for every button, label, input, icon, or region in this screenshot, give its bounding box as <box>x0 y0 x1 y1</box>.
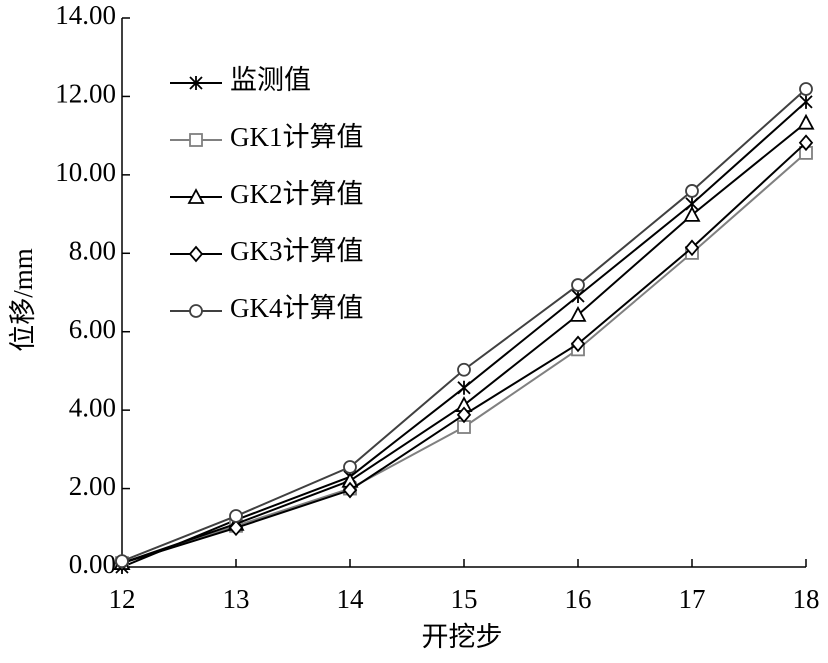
x-tick-label: 12 <box>109 584 136 614</box>
marker-diamond <box>342 481 358 499</box>
marker-circle <box>115 554 129 569</box>
marker-circle <box>343 460 357 474</box>
y-tick-label: 0.00 <box>69 549 116 579</box>
series-line <box>121 88 807 563</box>
marker-circle <box>685 184 699 198</box>
marker-diamond <box>228 519 244 537</box>
marker-x <box>189 76 203 90</box>
marker-x <box>457 380 471 395</box>
marker-triangle <box>797 113 815 130</box>
legend-label: GK1计算值 <box>230 122 364 152</box>
marker-diamond <box>456 406 472 424</box>
y-tick-label: 8.00 <box>69 235 116 265</box>
x-tick-label: 17 <box>679 584 706 614</box>
y-axis-label: 位移/mm <box>8 248 38 352</box>
x-tick-label: 16 <box>565 584 592 614</box>
marker-x <box>799 94 813 109</box>
x-tick-label: 13 <box>223 584 250 614</box>
y-tick-label: 14.00 <box>55 0 116 30</box>
legend-label: GK3计算值 <box>230 236 364 266</box>
marker-circle <box>457 362 471 377</box>
y-tick-label: 10.00 <box>55 157 116 187</box>
legend-label: GK4计算值 <box>230 293 364 323</box>
marker-square <box>189 133 203 147</box>
series-line <box>121 101 807 568</box>
x-axis-label: 开挖步 <box>422 622 503 652</box>
marker-circle <box>799 82 813 96</box>
y-tick-label: 6.00 <box>69 314 116 344</box>
marker-circle <box>571 278 585 292</box>
marker-diamond <box>188 245 204 263</box>
marker-triangle <box>187 188 205 204</box>
legend-label: GK2计算值 <box>230 179 364 209</box>
marker-diamond <box>684 239 700 257</box>
marker-diamond <box>570 335 586 353</box>
marker-diamond <box>798 134 814 152</box>
legend-label: 监测值 <box>230 65 311 95</box>
marker-triangle <box>683 205 701 222</box>
y-tick-label: 2.00 <box>69 471 116 501</box>
y-tick-label: 12.00 <box>55 79 116 109</box>
marker-circle <box>229 509 243 523</box>
series-line <box>121 121 807 565</box>
marker-triangle <box>569 305 587 322</box>
y-tick-label: 4.00 <box>69 392 116 422</box>
series-line <box>121 152 807 565</box>
marker-circle <box>189 304 203 318</box>
x-tick-label: 18 <box>793 584 820 614</box>
x-tick-label: 14 <box>337 584 365 614</box>
x-tick-label: 15 <box>451 584 478 614</box>
